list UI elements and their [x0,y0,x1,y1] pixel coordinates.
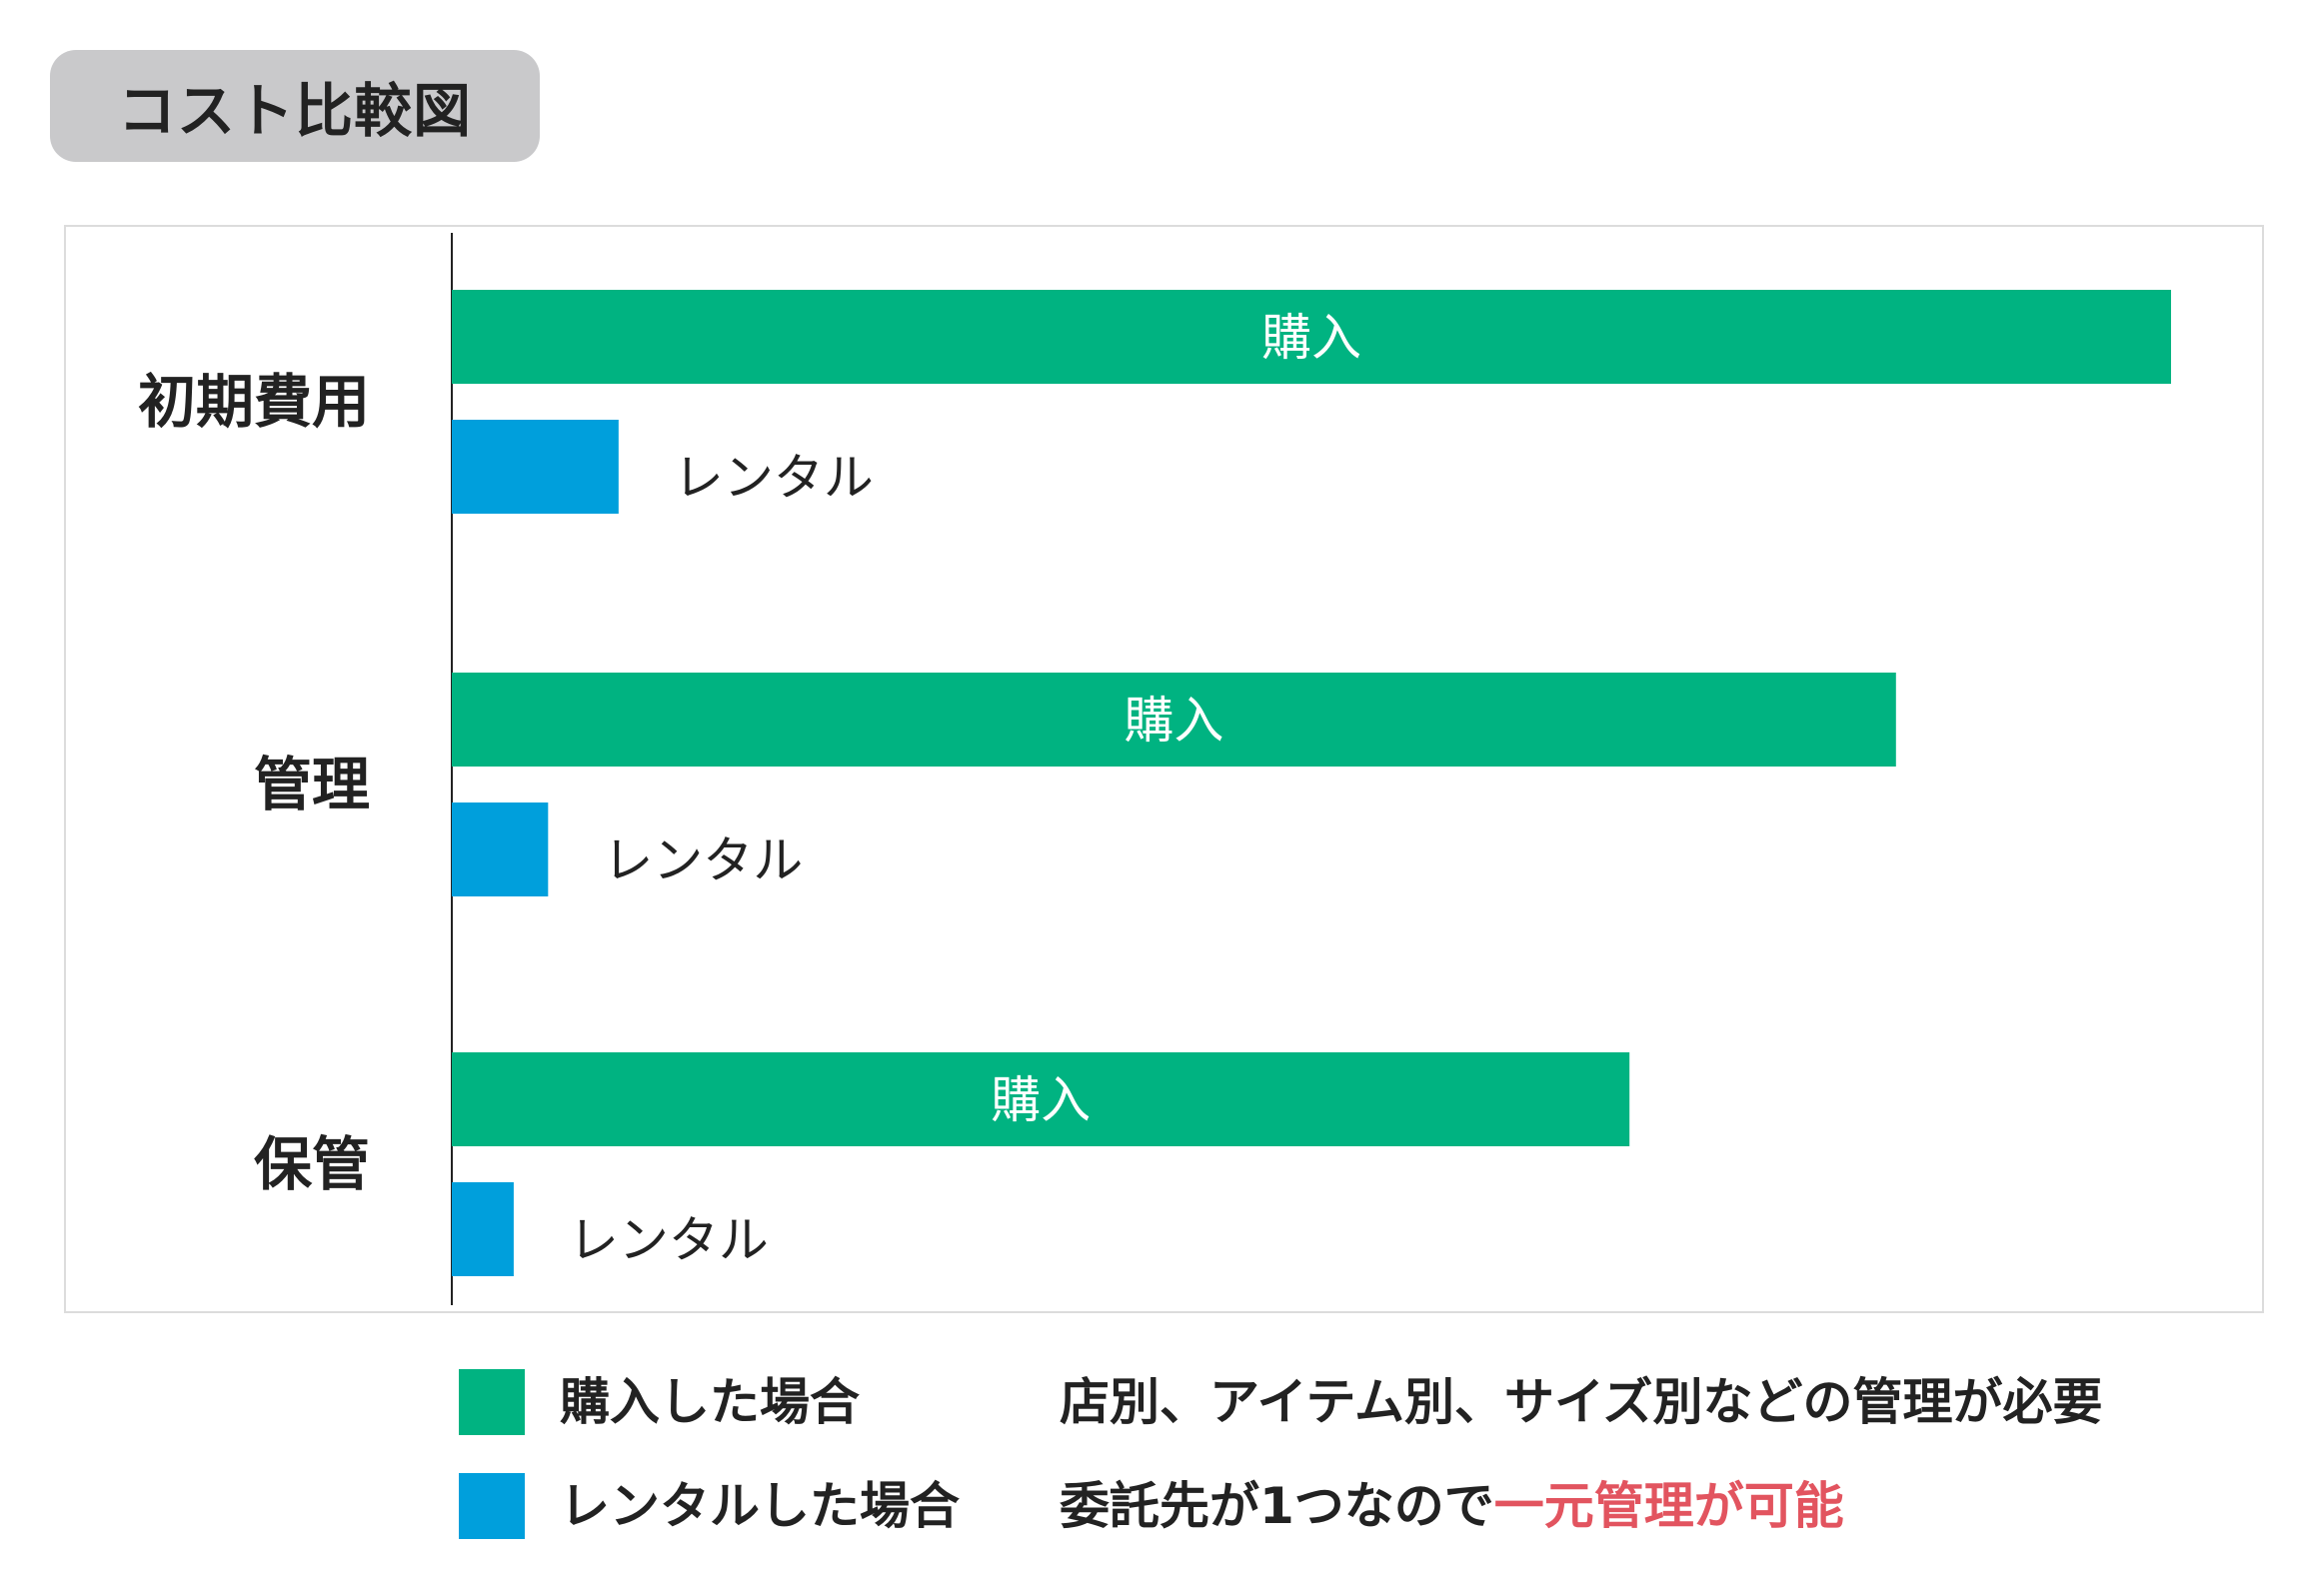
purchase-bar-label-2: 購入 [991,1071,1091,1129]
legend-note-purchase: 店別、アイテム別、サイズ別などの管理が必要 [1060,1369,2103,1435]
rental-bar-label-1: レンタル [603,831,803,889]
rental-bar-label-2: レンタル [569,1211,769,1269]
chart-title-badge: コスト比較図 [50,50,540,162]
legend-note-rental-text: 委託先が1つなので [1060,1477,1494,1535]
legend-swatch-purchase [459,1369,525,1435]
legend-label-rental: レンタルした場合 [560,1477,960,1535]
purchase-bar-2 [452,1052,1630,1146]
rental-bar-0 [452,420,619,514]
purchase-bar-0 [452,290,2171,384]
category-label-2: 保管 [254,1130,370,1198]
legend-note-rental: 委託先が1つなので一元管理が可能 [1060,1473,1844,1539]
rental-bar-1 [452,802,549,896]
chart-title: コスト比較図 [117,77,472,145]
rental-bar-label-0: レンタル [674,449,874,507]
purchase-bar-label-1: 購入 [1124,692,1223,750]
rental-bar-2 [452,1182,514,1276]
legend-note-purchase-text: 店別、アイテム別、サイズ別などの管理が必要 [1060,1373,2103,1431]
category-label-1: 管理 [254,751,370,818]
chart-frame [64,225,2264,1313]
legend-note-rental-highlight: 一元管理が可能 [1493,1477,1844,1535]
legend-label-purchase: 購入した場合 [560,1373,860,1431]
legend-swatch-rental [459,1473,525,1539]
purchase-bar-label-0: 購入 [1261,309,1361,367]
category-label-0: 初期費用 [138,368,370,436]
purchase-bar-1 [452,673,1896,767]
